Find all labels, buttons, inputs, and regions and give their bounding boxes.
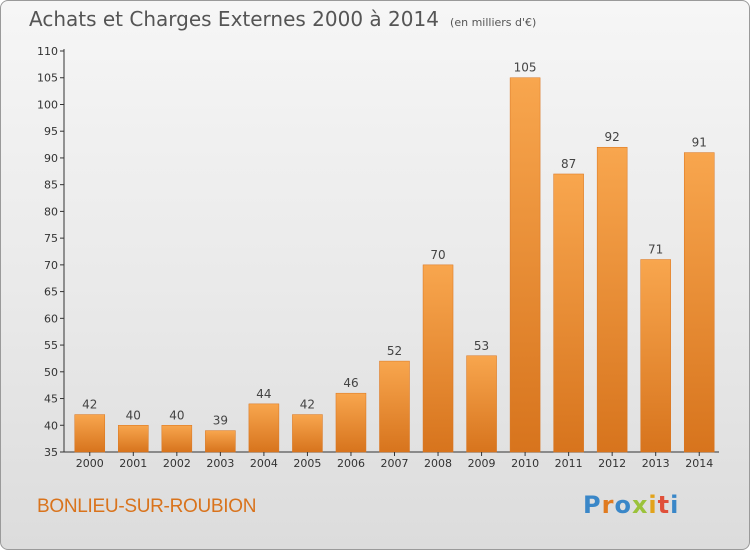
- x-tick-label: 2002: [163, 457, 191, 470]
- plot-area: 35 40 45 50 55 60 65 70 75 80 85 90 95 100 105 110 42 200…: [37, 45, 719, 470]
- bar-value-label: 52: [387, 344, 402, 358]
- y-tick-label: 105: [37, 72, 58, 85]
- y-tick-label: 95: [44, 125, 58, 138]
- brand-letter: x: [631, 491, 649, 519]
- x-tick-label: 2004: [250, 457, 278, 470]
- y-tick-label: 110: [37, 45, 58, 58]
- y-tick-label: 45: [44, 393, 58, 406]
- chart-subtitle: (en milliers d'€): [450, 16, 537, 29]
- bar-value-label: 87: [561, 157, 576, 171]
- bar-value-label: 39: [213, 414, 228, 428]
- bar: [683, 152, 715, 453]
- x-tick-label: 2014: [685, 457, 713, 470]
- commune-name: BONLIEU-SUR-ROUBION: [37, 496, 257, 517]
- x-tick-label: 2013: [642, 457, 670, 470]
- y-tick-label: 75: [44, 232, 58, 245]
- chart-title: Achats et Charges Externes 2000 à 2014: [29, 7, 439, 31]
- y-tick-label: 55: [44, 339, 58, 352]
- y-tick-label: 35: [44, 446, 58, 459]
- brand-letter: i: [670, 491, 680, 519]
- brand-logo: Proxiti: [583, 491, 679, 519]
- x-tick-label: 2000: [76, 457, 104, 470]
- bar: [596, 146, 628, 453]
- x-tick-label: 2011: [555, 457, 583, 470]
- bar: [379, 360, 410, 453]
- brand-letter: P: [583, 491, 602, 519]
- y-tick-label: 90: [44, 152, 58, 165]
- bar-value-label: 40: [169, 408, 184, 422]
- bar: [292, 414, 323, 453]
- y-tick-label: 60: [44, 312, 58, 325]
- x-tick-label: 2005: [293, 457, 321, 470]
- y-tick-label: 50: [44, 366, 58, 379]
- brand-letter: o: [614, 491, 632, 519]
- bar-value-label: 46: [343, 376, 358, 390]
- x-tick-label: 2010: [511, 457, 539, 470]
- x-tick-label: 2003: [206, 457, 234, 470]
- bar: [74, 414, 106, 453]
- bar: [205, 430, 236, 453]
- bar: [509, 77, 541, 453]
- x-tick-label: 2009: [468, 457, 496, 470]
- y-tick-label: 65: [44, 286, 58, 299]
- bar: [466, 355, 497, 453]
- bar-value-label: 42: [300, 398, 315, 412]
- bar-value-label: 44: [256, 387, 271, 401]
- y-tick-label: 85: [44, 179, 58, 192]
- x-tick-label: 2008: [424, 457, 452, 470]
- brand-letter: t: [657, 491, 671, 519]
- x-tick-label: 2006: [337, 457, 365, 470]
- bar: [161, 425, 193, 453]
- bar-value-label: 92: [605, 130, 620, 144]
- x-tick-label: 2012: [598, 457, 626, 470]
- brand-letter: r: [601, 491, 615, 519]
- bar: [335, 392, 367, 453]
- bar: [118, 425, 149, 453]
- x-tick-label: 2007: [381, 457, 409, 470]
- bar: [422, 264, 454, 453]
- bar: [640, 259, 671, 453]
- bar-value-label: 91: [692, 136, 707, 150]
- title-row: Achats et Charges Externes 2000 à 2014 (…: [29, 7, 536, 31]
- bar-value-label: 40: [126, 408, 141, 422]
- bar-value-label: 71: [648, 243, 663, 257]
- bar-value-label: 70: [430, 248, 445, 262]
- bar: [248, 403, 280, 453]
- y-tick-label: 40: [44, 419, 58, 432]
- y-tick-label: 80: [44, 205, 58, 218]
- brand-letter: i: [648, 491, 658, 519]
- x-tick-label: 2001: [119, 457, 147, 470]
- y-tick-label: 70: [44, 259, 58, 272]
- bar: [553, 173, 584, 453]
- y-tick-label: 100: [37, 98, 58, 111]
- bar-value-label: 105: [514, 61, 537, 75]
- bar-value-label: 42: [82, 398, 97, 412]
- bar-value-label: 53: [474, 339, 489, 353]
